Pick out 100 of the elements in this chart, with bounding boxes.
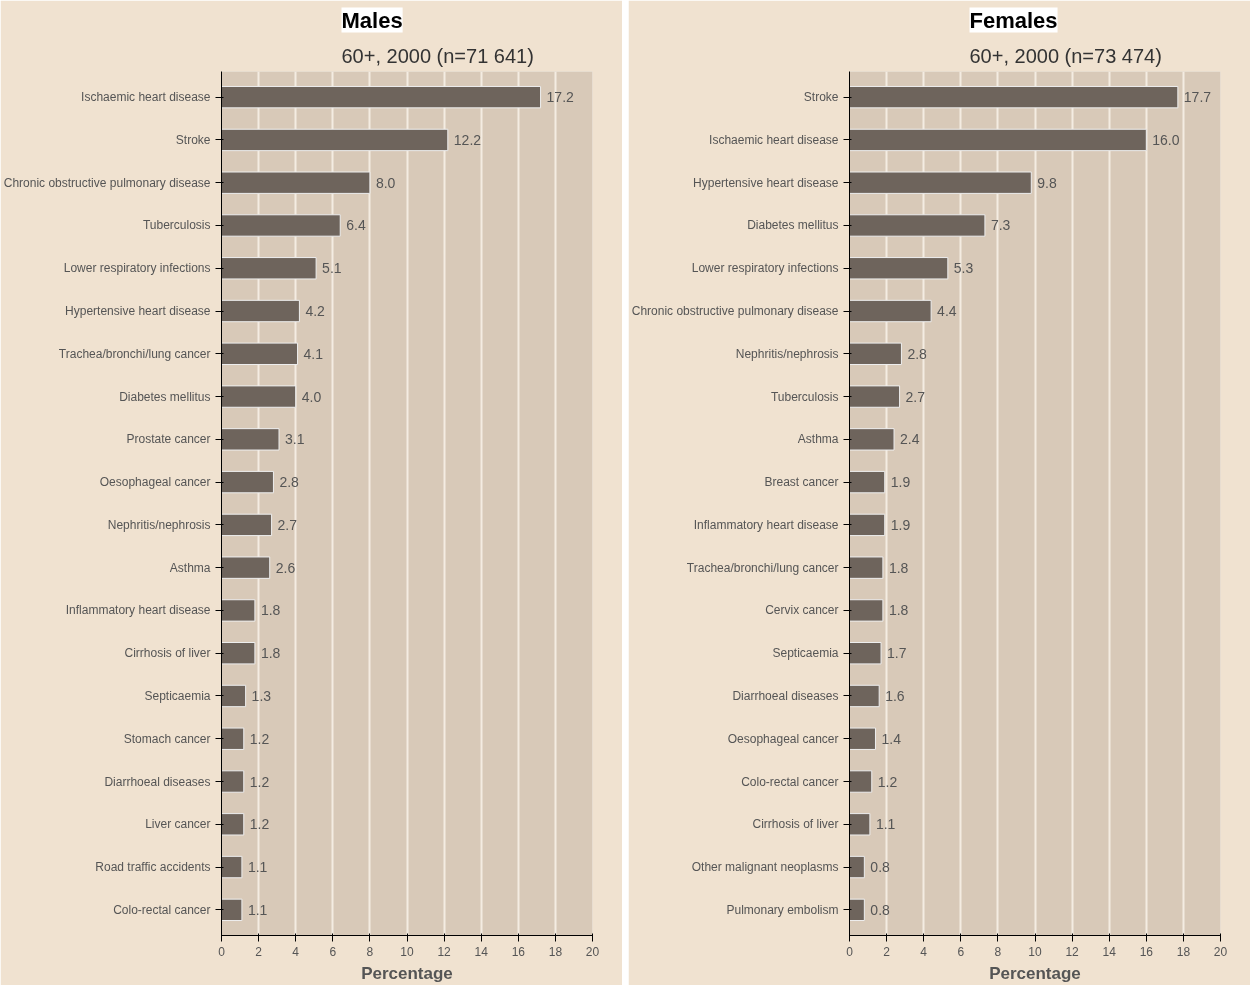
y-tick-label: Chronic obstructive pulmonary disease xyxy=(631,304,839,319)
y-tick-label: Road traffic accidents xyxy=(95,860,211,875)
y-tick-label: Trachea/bronchi/lung cancer xyxy=(58,346,211,361)
data-label: 1.7 xyxy=(887,645,907,662)
y-tick-label: Cirrhosis of liver xyxy=(752,817,839,832)
data-label: 6.4 xyxy=(346,217,366,234)
x-tick-label: 0 xyxy=(846,944,854,959)
y-tick-label: Lower respiratory infections xyxy=(63,261,211,276)
data-label: 1.8 xyxy=(888,602,909,619)
y-tick-label: Septicaemia xyxy=(772,646,839,661)
y-tick-label: Asthma xyxy=(169,560,211,575)
data-label: 1.8 xyxy=(888,559,909,576)
chart-subtitle: 60+, 2000 (n=71 641) xyxy=(341,44,534,67)
x-tick-label: 18 xyxy=(548,944,563,959)
data-label: 1.9 xyxy=(890,474,911,491)
y-tick-label: Pulmonary embolism xyxy=(726,902,839,917)
x-tick-label: 14 xyxy=(474,944,489,959)
y-tick-label: Diabetes mellitus xyxy=(747,218,839,233)
x-tick-label: 10 xyxy=(400,944,414,959)
y-tick-label: Liver cancer xyxy=(145,817,211,832)
data-label: 1.9 xyxy=(890,516,911,533)
y-tick-label: Colo-rectal cancer xyxy=(741,774,839,789)
x-tick-label: 4 xyxy=(920,944,928,959)
data-label: 1.8 xyxy=(260,602,281,619)
y-tick-label: Cervix cancer xyxy=(765,603,839,618)
x-tick-label: 12 xyxy=(437,944,452,959)
y-tick-label: Inflammatory heart disease xyxy=(65,603,211,618)
bar xyxy=(221,770,245,793)
data-label: 2.7 xyxy=(905,388,926,405)
data-label: 4.2 xyxy=(305,303,326,320)
bar xyxy=(849,556,884,579)
x-tick-label: 2 xyxy=(883,944,891,959)
x-tick-label: 6 xyxy=(957,944,965,959)
data-label: 17.2 xyxy=(546,89,575,106)
y-tick-label: Inflammatory heart disease xyxy=(693,517,839,532)
x-tick-label: 10 xyxy=(1028,944,1042,959)
y-tick-label: Chronic obstructive pulmonary disease xyxy=(3,175,211,190)
data-label: 1.6 xyxy=(885,687,905,704)
y-tick-label: Stomach cancer xyxy=(123,731,211,746)
data-label: 8.0 xyxy=(375,174,396,191)
x-tick-label: 14 xyxy=(1102,944,1117,959)
data-label: 1.1 xyxy=(875,816,896,833)
y-tick-label: Trachea/bronchi/lung cancer xyxy=(686,560,839,575)
y-tick-label: Cirrhosis of liver xyxy=(124,646,211,661)
data-label: 1.8 xyxy=(260,645,281,662)
y-tick-label: Oesophageal cancer xyxy=(727,731,839,746)
x-tick-label: 18 xyxy=(1176,944,1191,959)
data-label: 2.7 xyxy=(277,516,298,533)
data-label: 12.2 xyxy=(453,131,482,148)
data-label: 2.6 xyxy=(275,559,296,576)
data-label: 16.0 xyxy=(1152,131,1180,148)
y-tick-label: Asthma xyxy=(797,432,839,447)
bar xyxy=(849,727,876,750)
y-tick-label: Septicaemia xyxy=(144,688,211,703)
bar xyxy=(221,642,256,665)
data-label: 1.2 xyxy=(249,730,270,747)
bar xyxy=(221,855,243,879)
x-tick-label: 8 xyxy=(366,944,374,959)
bar xyxy=(849,898,865,922)
data-label: 1.1 xyxy=(247,901,268,918)
x-tick-label: 20 xyxy=(1213,944,1228,959)
y-tick-label: Stroke xyxy=(803,90,839,105)
y-tick-label: Nephritis/nephrosis xyxy=(735,346,839,361)
x-tick-label: 0 xyxy=(218,944,226,959)
data-label: 4.1 xyxy=(303,345,324,362)
x-tick-label: 20 xyxy=(585,944,600,959)
data-label: 1.4 xyxy=(881,730,902,747)
data-label: 1.2 xyxy=(877,773,898,790)
x-tick-label: 8 xyxy=(994,944,1002,959)
data-label: 2.8 xyxy=(279,474,300,491)
data-label: 4.0 xyxy=(301,388,322,405)
data-label: 0.8 xyxy=(870,901,891,918)
y-tick-label: Tuberculosis xyxy=(770,389,839,404)
data-label: 1.1 xyxy=(247,859,268,876)
data-label: 5.3 xyxy=(953,260,974,277)
bar xyxy=(221,684,247,708)
bar xyxy=(849,599,884,622)
bar xyxy=(849,770,873,793)
y-tick-label: Diabetes mellitus xyxy=(119,389,211,404)
y-tick-label: Nephritis/nephrosis xyxy=(107,517,211,532)
data-label: 1.2 xyxy=(249,816,270,833)
y-tick-label: Oesophageal cancer xyxy=(99,475,211,490)
data-label: 7.3 xyxy=(990,217,1011,234)
data-label: 2.4 xyxy=(900,431,920,448)
x-tick-label: 16 xyxy=(1139,944,1154,959)
x-tick-label: 6 xyxy=(329,944,337,959)
data-label: 2.8 xyxy=(907,345,928,362)
data-label: 0.8 xyxy=(870,859,891,876)
bar xyxy=(221,898,243,922)
x-tick-label: 4 xyxy=(292,944,300,959)
data-label: 3.1 xyxy=(285,431,305,448)
bar xyxy=(221,813,245,836)
data-label: 9.8 xyxy=(1037,174,1057,191)
x-tick-label: 16 xyxy=(511,944,526,959)
x-axis-title: Percentage xyxy=(361,963,453,983)
y-tick-label: Colo-rectal cancer xyxy=(113,902,211,917)
y-tick-label: Ischaemic heart disease xyxy=(709,132,839,147)
bar xyxy=(221,727,245,750)
bar xyxy=(849,855,865,879)
y-tick-label: Tuberculosis xyxy=(142,218,211,233)
